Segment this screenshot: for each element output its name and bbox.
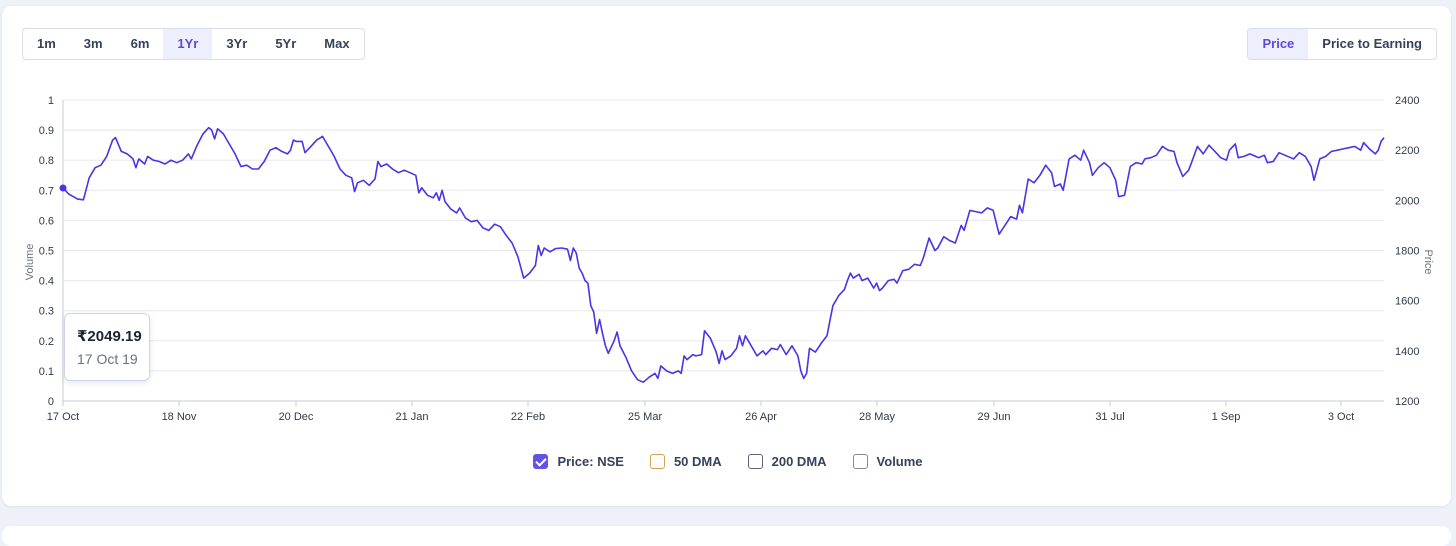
- range-button-3yr[interactable]: 3Yr: [226, 36, 248, 51]
- left-axis-tick: 0.5: [39, 246, 54, 258]
- range-button-3m[interactable]: 3m: [83, 36, 103, 51]
- x-axis-tick: 28 May: [859, 411, 896, 423]
- left-axis-tick: 0.1: [39, 366, 54, 378]
- time-range-selector: 1m 3m 6m 1Yr 3Yr 5Yr Max: [22, 28, 365, 60]
- x-axis-tick: 3 Oct: [1328, 411, 1354, 423]
- x-axis-tick: 21 Jan: [395, 411, 428, 423]
- x-axis-tick: 22 Feb: [511, 411, 545, 423]
- right-axis-title: Price: [1422, 249, 1434, 274]
- range-button-1yr[interactable]: 1Yr: [163, 29, 213, 59]
- legend-label: 50 DMA: [673, 453, 722, 469]
- left-axis-tick: 0.2: [39, 336, 54, 348]
- chart-mode-selector: Price Price to Earning: [1247, 28, 1437, 60]
- legend-label: Volume: [876, 453, 923, 469]
- left-axis-tick: 0.3: [39, 306, 54, 318]
- x-axis-tick: 29 Jun: [977, 411, 1010, 423]
- left-axis-tick: 1: [48, 95, 54, 107]
- chart-card: [2, 6, 1451, 506]
- tooltip-date: 17 Oct 19: [77, 351, 138, 367]
- price-chart: 0 0.1 0.2 0.3 0.4 0.5 0.6 0.7 0.8 0.9 1 1200 1400 16…: [24, 95, 1434, 423]
- x-axis-tick: 31 Jul: [1095, 411, 1124, 423]
- legend-item-50-dma[interactable]: 50 DMA: [649, 450, 722, 472]
- range-button-5yr[interactable]: 5Yr: [275, 36, 297, 51]
- price-tooltip: ₹2049.19 17 Oct 19: [64, 313, 150, 381]
- legend-checkbox[interactable]: [852, 453, 868, 469]
- legend-label: Price: NSE: [557, 453, 624, 469]
- right-axis-tick: 1800: [1395, 246, 1419, 258]
- legend-item-200-dma[interactable]: 200 DMA: [747, 450, 827, 472]
- right-axis-tick: 2000: [1395, 195, 1419, 207]
- left-axis-tick: 0.9: [39, 125, 54, 137]
- legend-item-price-nse[interactable]: Price: NSE: [533, 450, 624, 472]
- mode-button-price-to-earning[interactable]: Price to Earning: [1322, 36, 1422, 51]
- legend-label: 200 DMA: [771, 453, 827, 469]
- left-axis-tick: 0.8: [39, 155, 54, 167]
- legend-item-volume[interactable]: Volume: [852, 450, 923, 472]
- price-series-line: [62, 126, 1385, 383]
- legend-checkbox[interactable]: [649, 453, 665, 469]
- left-axis-tick: 0.6: [39, 215, 54, 227]
- x-axis-tick: 1 Sep: [1212, 411, 1241, 423]
- range-button-6m[interactable]: 6m: [130, 36, 150, 51]
- right-axis-tick: 2200: [1395, 145, 1419, 157]
- range-button-max[interactable]: Max: [324, 36, 350, 51]
- right-axis-tick: 1200: [1395, 396, 1419, 408]
- x-axis-tick: 18 Nov: [162, 411, 197, 423]
- right-axis-tick: 2400: [1395, 95, 1419, 107]
- x-axis-tick: 20 Dec: [279, 411, 314, 423]
- legend-checkbox[interactable]: [533, 453, 549, 469]
- right-axis-tick: 1400: [1395, 346, 1419, 358]
- hover-marker: [59, 184, 67, 192]
- right-axis-tick: 1600: [1395, 296, 1419, 308]
- left-axis-tick: 0.4: [39, 276, 54, 288]
- legend-checkbox[interactable]: [747, 453, 763, 469]
- left-axis-tick: 0.7: [39, 185, 54, 197]
- x-axis-tick: 17 Oct: [47, 411, 79, 423]
- left-axis-tick: 0: [48, 396, 54, 408]
- chart-legend: Price: NSE 50 DMA 200 DMA Volume: [0, 450, 1456, 472]
- range-button-1m[interactable]: 1m: [37, 36, 56, 51]
- x-axis-tick: 25 Mar: [628, 411, 663, 423]
- left-axis-title: Volume: [24, 244, 36, 281]
- x-axis-tick: 26 Apr: [745, 411, 777, 423]
- tooltip-price: ₹2049.19: [77, 328, 142, 345]
- mode-button-price[interactable]: Price: [1248, 29, 1309, 59]
